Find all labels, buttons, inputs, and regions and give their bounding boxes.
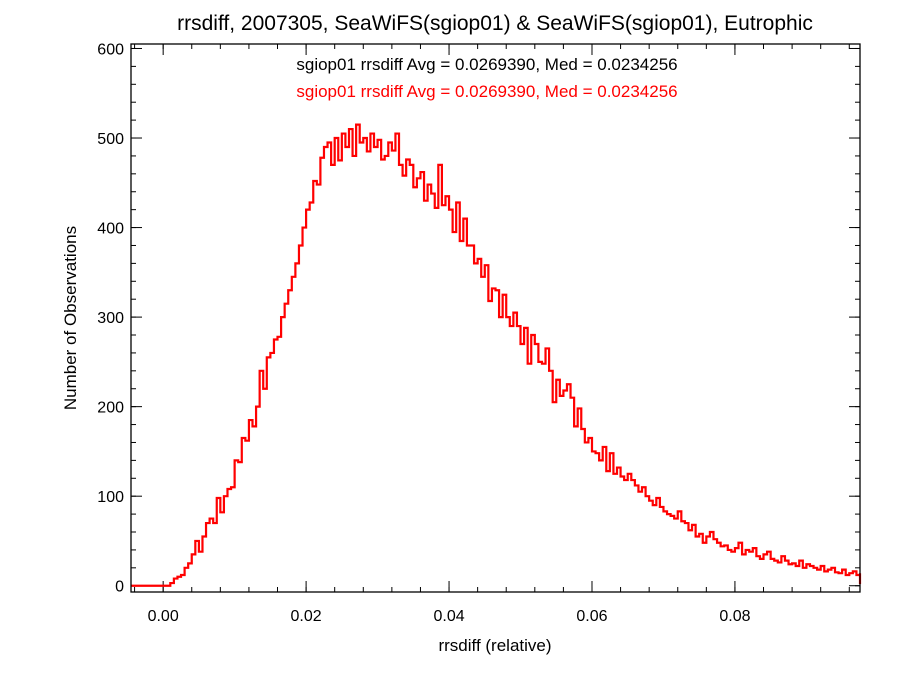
y-tick-label: 300 — [97, 310, 124, 327]
chart-title: rrsdiff, 2007305, SeaWiFS(sgiop01) & Sea… — [177, 12, 813, 35]
histogram-series-line — [131, 123, 862, 587]
annotation-black: sgiop01 rrsdiff Avg = 0.0269390, Med = 0… — [296, 55, 677, 74]
x-tick-label: 0.04 — [433, 608, 464, 625]
plot-frame — [130, 43, 861, 593]
axis-tick-labels: 0.00 0.02 0.04 0.06 0.08 0 100 200 300 400 500 600 — [97, 41, 750, 625]
axis-ticks — [131, 44, 860, 592]
y-tick-label: 0 — [115, 579, 124, 596]
x-tick-label: 0.00 — [148, 608, 179, 625]
x-tick-label: 0.02 — [291, 608, 322, 625]
y-tick-label: 400 — [97, 221, 124, 238]
y-axis-label: Number of Observations — [61, 226, 80, 410]
y-tick-label: 100 — [97, 489, 124, 506]
y-tick-label: 600 — [97, 41, 124, 58]
x-tick-label: 0.08 — [719, 608, 750, 625]
x-axis-label: rrsdiff (relative) — [438, 636, 551, 655]
annotation-red: sgiop01 rrsdiff Avg = 0.0269390, Med = 0… — [296, 82, 677, 101]
y-tick-label: 200 — [97, 400, 124, 417]
y-tick-label: 500 — [97, 131, 124, 148]
series-layer — [131, 123, 862, 587]
x-tick-label: 0.06 — [576, 608, 607, 625]
